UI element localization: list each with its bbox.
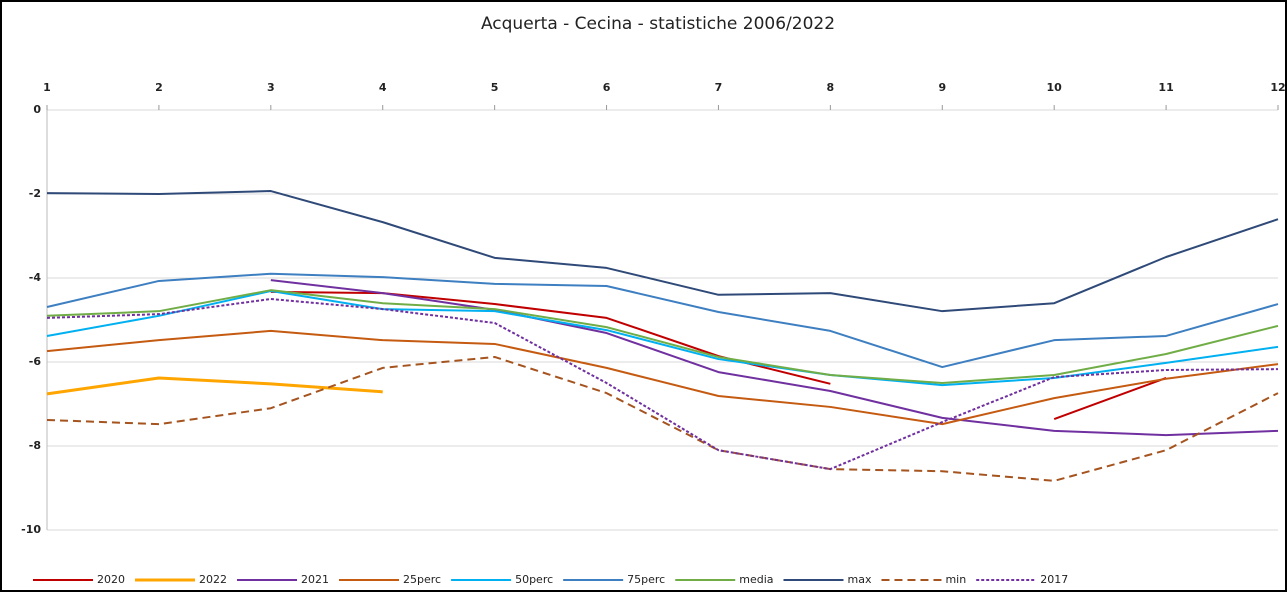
- series-line: [46, 298, 1279, 471]
- legend-label: 25perc: [403, 573, 441, 586]
- x-tick-label: 1: [43, 81, 51, 94]
- legend-label: max: [848, 573, 872, 586]
- legend-label: 2021: [301, 573, 329, 586]
- y-tick-label: -8: [29, 439, 41, 452]
- legend-label: media: [739, 573, 773, 586]
- x-tick-label: 7: [715, 81, 723, 94]
- legend-label: min: [945, 573, 966, 586]
- x-tick-label: 12: [1270, 81, 1285, 94]
- y-tick-label: -10: [21, 523, 41, 536]
- series-line: [46, 376, 383, 396]
- x-tick-label: 6: [603, 81, 611, 94]
- y-tick-label: -4: [29, 271, 42, 284]
- chart-title: Acquerta - Cecina - statistiche 2006/202…: [481, 14, 835, 34]
- x-tick-label: 9: [938, 81, 946, 94]
- series-line: [46, 289, 1279, 384]
- x-tick-label: 2: [155, 81, 163, 94]
- series-line: [46, 190, 1279, 313]
- x-tick-label: 10: [1047, 81, 1063, 94]
- y-tick-label: 0: [33, 103, 41, 116]
- series-line: [46, 272, 1279, 369]
- legend-label: 75perc: [627, 573, 665, 586]
- x-tick-label: 5: [491, 81, 499, 94]
- x-tick-label: 11: [1158, 81, 1173, 94]
- x-tick-label: 4: [379, 81, 387, 94]
- y-tick-label: -2: [29, 187, 41, 200]
- series-line: [46, 329, 1279, 426]
- legend-label: 2017: [1040, 573, 1068, 586]
- series-line: [46, 355, 1279, 482]
- x-tick-label: 8: [827, 81, 835, 94]
- x-tick-label: 3: [267, 81, 275, 94]
- legend-label: 2022: [199, 573, 227, 586]
- series-line: [270, 279, 1279, 437]
- legend-label: 2020: [97, 573, 125, 586]
- legend-label: 50perc: [515, 573, 553, 586]
- y-tick-label: -6: [29, 355, 42, 368]
